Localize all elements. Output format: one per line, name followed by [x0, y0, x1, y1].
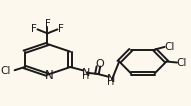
Text: N: N: [45, 69, 53, 82]
Text: H: H: [82, 70, 89, 81]
Text: F: F: [31, 24, 37, 34]
Text: H: H: [108, 77, 115, 87]
Text: Cl: Cl: [164, 42, 174, 52]
Text: F: F: [58, 24, 64, 34]
Text: N: N: [82, 68, 90, 78]
Text: Cl: Cl: [0, 66, 11, 76]
Text: Cl: Cl: [176, 58, 187, 68]
Text: F: F: [45, 19, 50, 29]
Text: N: N: [107, 74, 115, 84]
Text: O: O: [95, 59, 104, 69]
